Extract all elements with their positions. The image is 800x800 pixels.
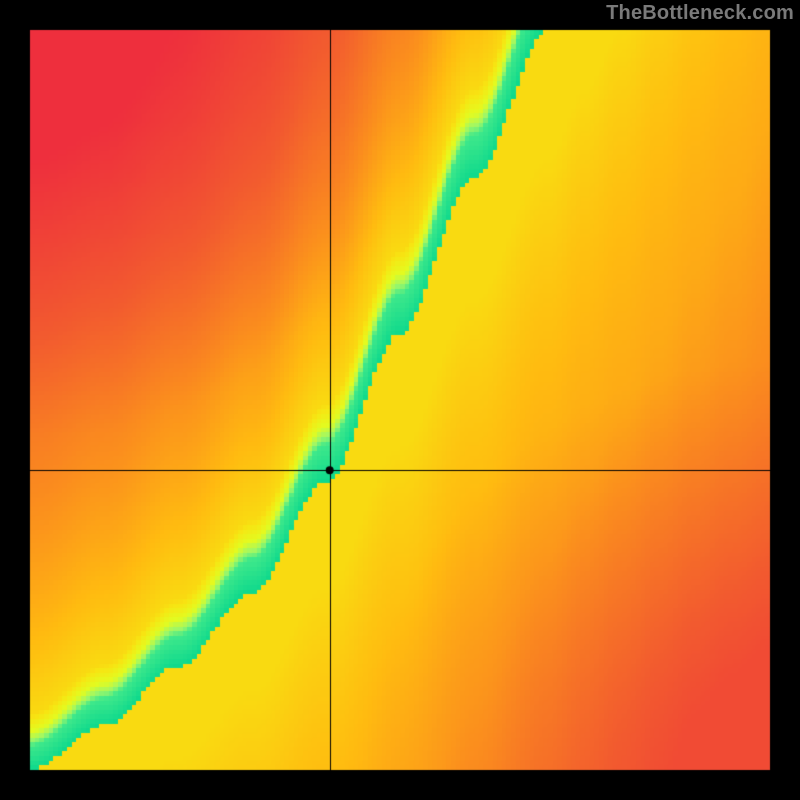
bottleneck-heatmap [0, 0, 800, 800]
attribution-label: TheBottleneck.com [606, 2, 794, 25]
chart-container: TheBottleneck.com [0, 0, 800, 800]
